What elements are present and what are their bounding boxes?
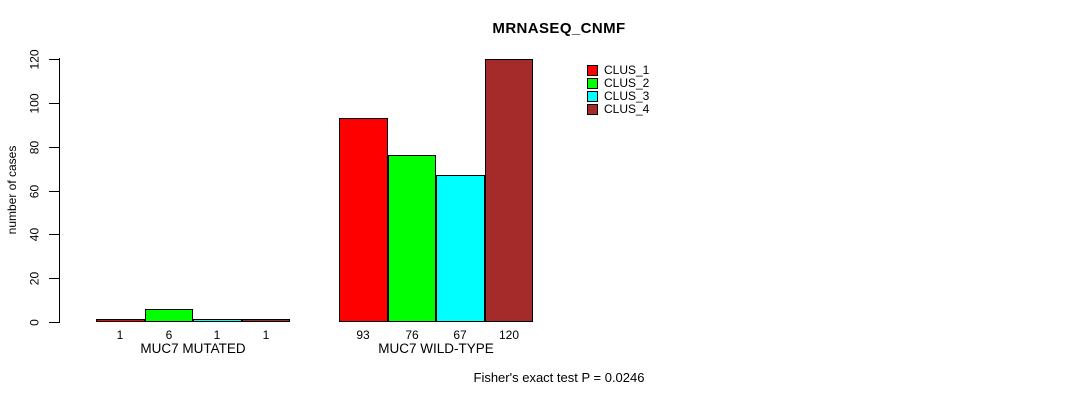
legend-swatch-clus_4 [587, 104, 598, 115]
bar-clus_1-mutated [96, 319, 145, 322]
bar-clus_1-wild-type [339, 118, 388, 322]
y-tick-mark [49, 103, 60, 104]
y-tick-mark [49, 59, 60, 60]
legend: CLUS_1 CLUS_2 CLUS_3 CLUS_4 [587, 64, 649, 116]
legend-swatch-clus_1 [587, 65, 598, 76]
bar-value-label: 93 [356, 328, 370, 342]
y-tick-label: 40 [27, 227, 42, 242]
y-tick-mark [49, 191, 60, 192]
y-axis-line [59, 58, 60, 323]
legend-row-clus_3: CLUS_3 [587, 90, 649, 103]
y-tick-label: 120 [27, 49, 42, 70]
bar-value-label: 1 [116, 328, 124, 342]
chart-title: MRNASEQ_CNMF [492, 20, 626, 37]
legend-row-clus_2: CLUS_2 [587, 77, 649, 90]
bar-clus_2-wild-type [388, 155, 436, 322]
category-label-wild-type: MUC7 WILD-TYPE [378, 341, 494, 356]
bar-value-label: 6 [165, 328, 173, 342]
legend-row-clus_1: CLUS_1 [587, 64, 649, 77]
category-label-mutated: MUC7 MUTATED [140, 341, 246, 356]
bar-value-label: 67 [453, 328, 467, 342]
legend-swatch-clus_2 [587, 78, 598, 89]
y-tick-label: 100 [27, 93, 42, 114]
y-tick-mark [49, 322, 60, 323]
legend-swatch-clus_3 [587, 91, 598, 102]
y-tick-label: 60 [27, 184, 42, 199]
legend-label: CLUS_3 [604, 89, 650, 103]
y-tick-label: 0 [27, 319, 42, 326]
bar-clus_3-mutated [193, 319, 242, 322]
legend-label: CLUS_4 [604, 102, 650, 116]
legend-row-clus_4: CLUS_4 [587, 103, 649, 116]
y-axis-label: number of cases [5, 145, 19, 235]
y-tick-label: 80 [27, 140, 42, 155]
bar-clus_2-mutated [145, 309, 193, 322]
y-tick-mark [49, 147, 60, 148]
bar-value-label: 1 [213, 328, 221, 342]
bar-clus_4-mutated [242, 319, 290, 322]
y-tick-label: 20 [27, 271, 42, 286]
bar-value-label: 120 [498, 328, 520, 342]
y-tick-mark [49, 278, 60, 279]
bar-clus_3-wild-type [436, 175, 485, 322]
fisher-test-annotation: Fisher's exact test P = 0.0246 [473, 370, 645, 385]
legend-label: CLUS_2 [604, 76, 650, 90]
bar-clus_4-wild-type [485, 59, 533, 322]
y-tick-mark [49, 234, 60, 235]
bar-value-label: 76 [405, 328, 419, 342]
legend-label: CLUS_1 [604, 63, 650, 77]
bar-value-label: 1 [262, 328, 270, 342]
